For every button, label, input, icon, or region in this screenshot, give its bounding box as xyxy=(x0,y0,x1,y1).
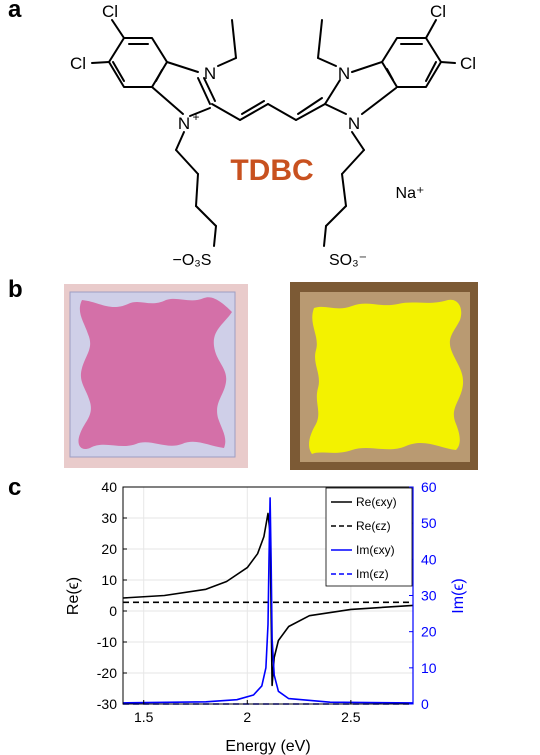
y-left-tick-label: 0 xyxy=(109,603,117,619)
y-right-tick-label: 60 xyxy=(421,479,437,495)
y-left-tick-label: -20 xyxy=(97,665,117,681)
chart-legend: Re(ϵxy) Re(ϵz) Im(ϵxy) Im(ϵz) xyxy=(325,487,413,587)
nitrogen-label: N xyxy=(348,114,360,133)
y-left-axis-label: Re(ϵ) xyxy=(65,577,82,615)
cl-label: Cl xyxy=(460,54,476,73)
sulfonate-left-label: −O₃S xyxy=(173,252,212,269)
positive-charge-label: + xyxy=(192,110,199,124)
y-left-tick-label: 10 xyxy=(101,572,117,588)
chart-ticks: 1.5 2 2.5 40 30 20 10 0 -10 -20 -30 60 50 40 30 20 10 0 xyxy=(97,479,437,725)
tdbc-structure: Cl Cl Cl Cl N N + N N −O₃S SO₃⁻ Na⁺ TDBC xyxy=(70,2,476,269)
sulfonate-right-label: SO₃⁻ xyxy=(329,252,367,269)
legend-label: Im(ϵz) xyxy=(356,567,389,581)
cl-label: Cl xyxy=(102,2,118,21)
right-benzene-ring xyxy=(381,37,442,88)
photo-yellow-film xyxy=(290,282,478,470)
nitrogen-label: N xyxy=(204,64,216,83)
cl-label: Cl xyxy=(70,54,86,73)
permittivity-chart: 1.5 2 2.5 40 30 20 10 0 -10 -20 -30 60 50 40 30 20 10 0 E… xyxy=(65,479,467,755)
panel-label-b: b xyxy=(8,276,23,303)
y-left-tick-label: -10 xyxy=(97,634,117,650)
legend-label: Im(ϵxy) xyxy=(356,543,395,557)
x-tick-label: 2 xyxy=(243,709,251,725)
nitrogen-label: N xyxy=(178,114,190,133)
y-right-tick-label: 10 xyxy=(421,660,437,676)
panel-label-a: a xyxy=(8,0,22,23)
x-axis-label: Energy (eV) xyxy=(225,738,310,755)
cl-label: Cl xyxy=(430,2,446,21)
nitrogen-label: N xyxy=(338,64,350,83)
panel-label-c: c xyxy=(8,474,22,501)
y-right-tick-label: 20 xyxy=(421,624,437,640)
y-right-tick-label: 50 xyxy=(421,515,437,531)
x-tick-label: 1.5 xyxy=(134,709,154,725)
y-right-tick-label: 0 xyxy=(421,696,429,712)
y-right-axis-label: Im(ϵ) xyxy=(450,578,467,614)
y-left-tick-label: 20 xyxy=(101,541,117,557)
y-left-tick-label: 30 xyxy=(101,510,117,526)
x-tick-label: 2.5 xyxy=(341,709,361,725)
tdbc-title: TDBC xyxy=(230,154,313,187)
y-right-tick-label: 40 xyxy=(421,551,437,567)
legend-label: Re(ϵxy) xyxy=(356,495,397,509)
series-line-2 xyxy=(122,497,414,704)
photo-pink-film xyxy=(64,284,248,468)
legend-label: Re(ϵz) xyxy=(356,519,391,533)
y-left-tick-label: 40 xyxy=(101,479,117,495)
y-left-tick-label: -30 xyxy=(97,696,117,712)
film-photos xyxy=(64,282,478,470)
y-right-tick-label: 30 xyxy=(421,588,437,604)
left-benzene-ring xyxy=(108,37,168,88)
counter-ion-label: Na⁺ xyxy=(396,185,425,202)
